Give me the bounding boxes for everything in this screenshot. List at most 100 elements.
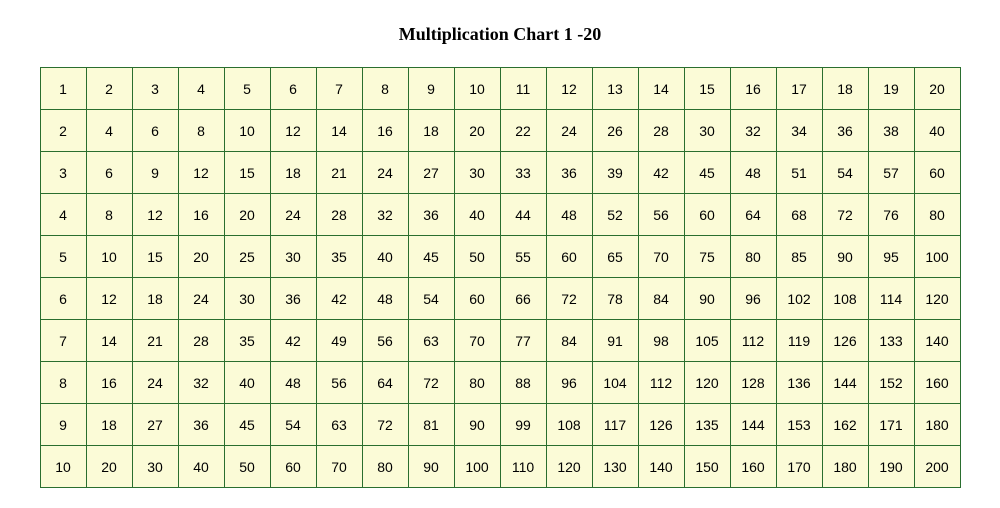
table-row: 8162432404856647280889610411212012813614…	[40, 362, 960, 404]
table-cell: 60	[454, 278, 500, 320]
table-cell: 24	[178, 278, 224, 320]
table-cell: 128	[730, 362, 776, 404]
table-cell: 63	[408, 320, 454, 362]
table-cell: 80	[914, 194, 960, 236]
table-cell: 100	[454, 446, 500, 488]
table-row: 246810121416182022242628303234363840	[40, 110, 960, 152]
table-cell: 35	[224, 320, 270, 362]
table-cell: 133	[868, 320, 914, 362]
table-cell: 56	[362, 320, 408, 362]
table-cell: 75	[684, 236, 730, 278]
table-cell: 18	[132, 278, 178, 320]
table-cell: 100	[914, 236, 960, 278]
table-cell: 135	[684, 404, 730, 446]
table-cell: 24	[546, 110, 592, 152]
table-cell: 120	[546, 446, 592, 488]
table-cell: 88	[500, 362, 546, 404]
table-cell: 10	[40, 446, 86, 488]
table-cell: 70	[316, 446, 362, 488]
table-cell: 64	[362, 362, 408, 404]
table-cell: 12	[86, 278, 132, 320]
table-cell: 90	[454, 404, 500, 446]
table-cell: 18	[270, 152, 316, 194]
table-cell: 40	[178, 446, 224, 488]
table-cell: 90	[684, 278, 730, 320]
table-cell: 8	[178, 110, 224, 152]
table-cell: 51	[776, 152, 822, 194]
table-cell: 5	[40, 236, 86, 278]
table-cell: 40	[224, 362, 270, 404]
table-cell: 14	[86, 320, 132, 362]
table-cell: 126	[638, 404, 684, 446]
table-cell: 24	[362, 152, 408, 194]
table-cell: 20	[454, 110, 500, 152]
table-cell: 72	[362, 404, 408, 446]
table-cell: 24	[132, 362, 178, 404]
table-cell: 30	[224, 278, 270, 320]
table-cell: 96	[730, 278, 776, 320]
table-cell: 144	[730, 404, 776, 446]
table-cell: 33	[500, 152, 546, 194]
table-cell: 153	[776, 404, 822, 446]
table-cell: 19	[868, 68, 914, 110]
table-cell: 99	[500, 404, 546, 446]
table-cell: 70	[454, 320, 500, 362]
table-cell: 120	[684, 362, 730, 404]
table-cell: 63	[316, 404, 362, 446]
table-cell: 72	[546, 278, 592, 320]
table-cell: 48	[730, 152, 776, 194]
table-cell: 108	[546, 404, 592, 446]
table-cell: 95	[868, 236, 914, 278]
table-cell: 56	[638, 194, 684, 236]
table-cell: 16	[730, 68, 776, 110]
table-cell: 3	[132, 68, 178, 110]
table-cell: 112	[730, 320, 776, 362]
table-cell: 35	[316, 236, 362, 278]
table-cell: 36	[546, 152, 592, 194]
table-cell: 49	[316, 320, 362, 362]
table-cell: 45	[684, 152, 730, 194]
table-cell: 105	[684, 320, 730, 362]
table-cell: 54	[270, 404, 316, 446]
table-cell: 55	[500, 236, 546, 278]
table-row: 1234567891011121314151617181920	[40, 68, 960, 110]
table-cell: 13	[592, 68, 638, 110]
table-cell: 22	[500, 110, 546, 152]
table-cell: 78	[592, 278, 638, 320]
table-cell: 56	[316, 362, 362, 404]
table-cell: 180	[914, 404, 960, 446]
table-cell: 60	[684, 194, 730, 236]
table-cell: 10	[454, 68, 500, 110]
table-cell: 136	[776, 362, 822, 404]
table-cell: 102	[776, 278, 822, 320]
table-cell: 90	[822, 236, 868, 278]
table-cell: 126	[822, 320, 868, 362]
table-cell: 7	[316, 68, 362, 110]
table-cell: 40	[362, 236, 408, 278]
table-cell: 150	[684, 446, 730, 488]
table-cell: 25	[224, 236, 270, 278]
table-cell: 18	[822, 68, 868, 110]
table-cell: 104	[592, 362, 638, 404]
table-cell: 80	[454, 362, 500, 404]
table-cell: 72	[822, 194, 868, 236]
table-cell: 20	[178, 236, 224, 278]
table-cell: 38	[868, 110, 914, 152]
table-cell: 117	[592, 404, 638, 446]
table-cell: 12	[270, 110, 316, 152]
table-cell: 48	[270, 362, 316, 404]
table-cell: 50	[454, 236, 500, 278]
table-cell: 80	[730, 236, 776, 278]
table-cell: 200	[914, 446, 960, 488]
table-cell: 90	[408, 446, 454, 488]
table-row: 9182736455463728190991081171261351441531…	[40, 404, 960, 446]
table-cell: 4	[86, 110, 132, 152]
table-cell: 10	[224, 110, 270, 152]
table-cell: 120	[914, 278, 960, 320]
table-cell: 36	[822, 110, 868, 152]
table-cell: 9	[408, 68, 454, 110]
table-cell: 162	[822, 404, 868, 446]
table-cell: 140	[914, 320, 960, 362]
table-cell: 28	[638, 110, 684, 152]
table-cell: 152	[868, 362, 914, 404]
